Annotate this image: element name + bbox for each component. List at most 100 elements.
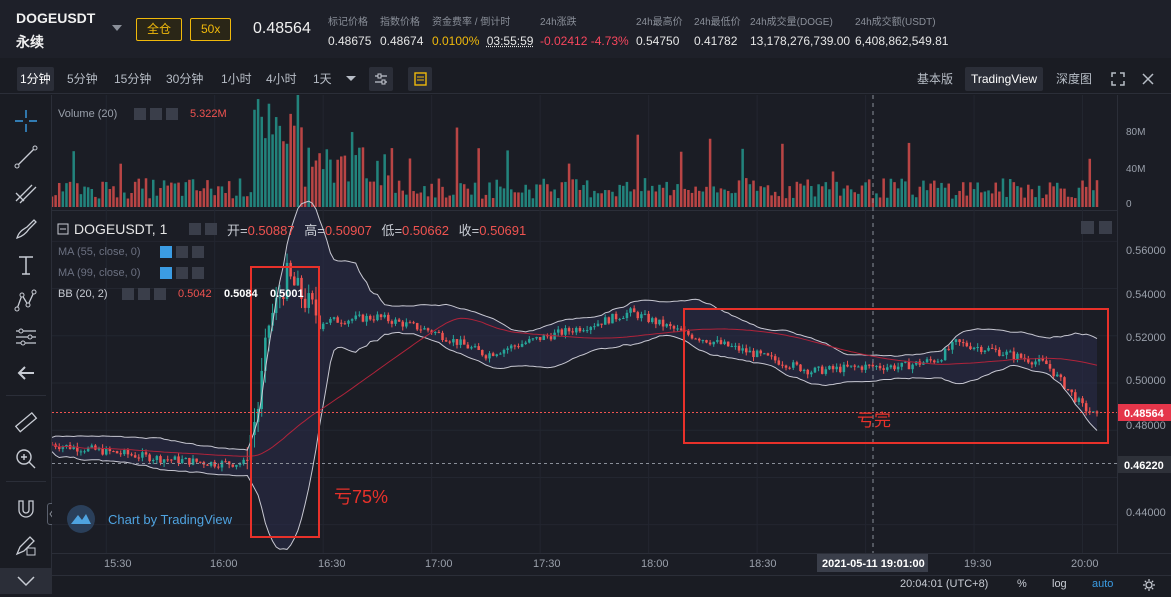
scroll-up-button[interactable] bbox=[1081, 221, 1094, 234]
pattern-tool-icon[interactable] bbox=[12, 287, 40, 315]
view-basic[interactable]: 基本版 bbox=[917, 72, 954, 86]
measure-tool-icon[interactable] bbox=[12, 323, 40, 351]
volume-bar bbox=[600, 193, 603, 207]
close-icon[interactable] bbox=[192, 267, 204, 279]
close-icon[interactable] bbox=[192, 246, 204, 258]
candle-body bbox=[133, 455, 137, 458]
volume-bar bbox=[914, 197, 918, 207]
candle-body bbox=[108, 448, 112, 452]
indicator-ma55[interactable]: MA (55, close, 0) bbox=[58, 246, 141, 258]
candle-body bbox=[502, 349, 506, 354]
eye-icon[interactable] bbox=[134, 108, 146, 120]
close-icon[interactable] bbox=[1141, 72, 1155, 86]
text-tool-icon[interactable] bbox=[12, 251, 40, 279]
candle-body bbox=[278, 297, 282, 299]
crosshair-icon[interactable] bbox=[12, 107, 40, 135]
candle-body bbox=[593, 326, 596, 328]
eye-icon[interactable] bbox=[160, 246, 172, 258]
zoom-in-icon[interactable] bbox=[12, 445, 40, 473]
candle-body bbox=[462, 339, 466, 345]
price-tick: 0.44000 bbox=[1126, 507, 1166, 519]
timeframe-5m[interactable]: 5分钟 bbox=[67, 72, 98, 86]
chevron-down-icon[interactable] bbox=[112, 25, 122, 31]
eye-icon[interactable] bbox=[189, 223, 201, 235]
indicator-ma99[interactable]: MA (99, close, 0) bbox=[58, 267, 141, 279]
fib-tool-icon[interactable] bbox=[12, 179, 40, 207]
timeframe-1d[interactable]: 1天 bbox=[313, 72, 332, 86]
volume-bar bbox=[495, 179, 499, 207]
timeframe-4h[interactable]: 4小时 bbox=[266, 72, 297, 86]
view-tradingview[interactable]: TradingView bbox=[965, 67, 1044, 91]
volume-bar bbox=[195, 190, 198, 207]
stat-mark-price: 标记价格 0.48675 bbox=[328, 13, 371, 48]
margin-mode-button[interactable]: 全仓 bbox=[136, 18, 183, 41]
candle-body bbox=[697, 338, 701, 341]
gear-icon[interactable] bbox=[138, 288, 150, 300]
time-axis[interactable]: 15:30 16:00 16:30 17:00 17:30 18:00 18:3… bbox=[104, 558, 1099, 570]
candle-body bbox=[654, 318, 658, 325]
auto-scale-button[interactable]: auto bbox=[1092, 578, 1114, 590]
eye-icon[interactable] bbox=[160, 267, 172, 279]
collapse-legend-icon[interactable] bbox=[57, 223, 69, 235]
notes-button[interactable] bbox=[408, 67, 432, 91]
candle-body bbox=[155, 456, 159, 461]
fullscreen-icon[interactable] bbox=[1110, 71, 1126, 87]
annotation-loss-75[interactable]: 亏75% bbox=[334, 487, 388, 507]
brush-icon[interactable] bbox=[12, 215, 40, 243]
candle-body bbox=[1074, 392, 1077, 402]
ruler-icon[interactable] bbox=[12, 409, 40, 437]
view-depth[interactable]: 深度图 bbox=[1056, 72, 1093, 86]
annotation-box-left[interactable] bbox=[250, 266, 320, 538]
tool-divider bbox=[6, 395, 46, 396]
close-icon[interactable] bbox=[154, 288, 166, 300]
candle-body bbox=[365, 315, 368, 322]
corner-menu-button[interactable] bbox=[0, 568, 52, 594]
gear-icon[interactable] bbox=[150, 108, 162, 120]
annotation-box-right[interactable] bbox=[683, 308, 1109, 444]
magnet-icon[interactable] bbox=[12, 495, 40, 523]
gear-icon[interactable] bbox=[1142, 578, 1156, 592]
lock-drawing-icon[interactable] bbox=[12, 531, 40, 559]
grid-lines bbox=[52, 95, 1117, 553]
chart-canvas[interactable]: 亏75% 亏完 Volume (20) 5.322M 80M 40M 0 DOG… bbox=[52, 95, 1171, 575]
symbol-name[interactable]: DOGEUSDT bbox=[16, 10, 96, 26]
timeframe-1m[interactable]: 1分钟 bbox=[17, 67, 54, 91]
leverage-button[interactable]: 50x bbox=[190, 18, 232, 41]
scroll-down-button[interactable] bbox=[1099, 221, 1112, 234]
price-axis[interactable]: 0.56000 0.54000 0.52000 0.50000 0.48000 … bbox=[1126, 245, 1166, 519]
volume-bar bbox=[336, 159, 339, 207]
log-scale-button[interactable]: log bbox=[1052, 578, 1067, 590]
annotation-loss-all[interactable]: 亏完 bbox=[857, 411, 891, 430]
volume-bar bbox=[752, 180, 755, 207]
candle-body bbox=[701, 340, 705, 342]
volume-bar bbox=[242, 196, 245, 207]
indicator-settings-button[interactable] bbox=[369, 67, 393, 91]
gear-icon[interactable] bbox=[205, 223, 217, 235]
candle-body bbox=[227, 461, 231, 465]
candle-body bbox=[1084, 403, 1088, 412]
candle-body bbox=[57, 447, 61, 449]
tradingview-watermark[interactable]: Chart by TradingView bbox=[67, 505, 233, 533]
timeframe-15m[interactable]: 15分钟 bbox=[114, 72, 152, 86]
arrow-left-icon[interactable] bbox=[12, 359, 40, 387]
candle-body bbox=[875, 365, 878, 367]
volume-legend-buttons bbox=[134, 108, 178, 120]
volume-bar bbox=[141, 188, 144, 207]
candle-body bbox=[300, 277, 303, 299]
gear-icon[interactable] bbox=[176, 246, 188, 258]
candle-body bbox=[1055, 374, 1059, 377]
eye-icon[interactable] bbox=[122, 288, 134, 300]
candle-body bbox=[661, 319, 665, 327]
indicator-bb[interactable]: BB (20, 2) bbox=[58, 288, 108, 300]
trend-line-icon[interactable] bbox=[12, 143, 40, 171]
timeframe-dropdown-icon[interactable] bbox=[345, 75, 357, 83]
percent-scale-button[interactable]: % bbox=[1017, 578, 1027, 590]
timeframe-30m[interactable]: 30分钟 bbox=[166, 72, 204, 86]
volume-bar bbox=[748, 184, 752, 207]
candle-body bbox=[314, 299, 318, 316]
candle-body bbox=[940, 360, 943, 362]
gear-icon[interactable] bbox=[176, 267, 188, 279]
timeframe-1h[interactable]: 1小时 bbox=[221, 72, 252, 86]
close-icon[interactable] bbox=[166, 108, 178, 120]
volume-bar bbox=[961, 182, 965, 207]
